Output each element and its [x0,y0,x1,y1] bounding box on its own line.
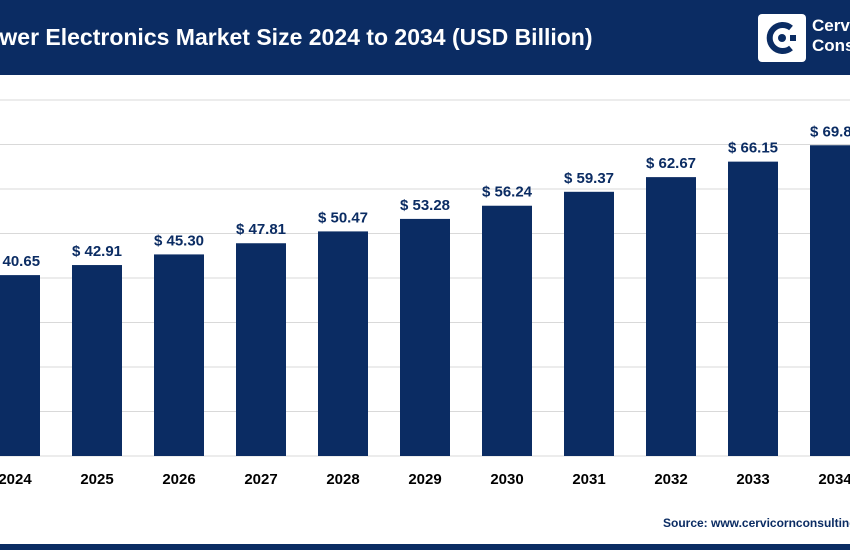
data-label-2032: $ 62.67 [646,155,696,172]
x-tick-2025: 2025 [80,471,113,488]
x-tick-2026: 2026 [162,471,195,488]
header-banner: Power Electronics Market Size 2024 to 20… [0,0,850,75]
data-label-2029: $ 53.28 [400,197,450,214]
data-label-2034: $ 69.83 [810,123,850,140]
bottom-rule [0,544,850,550]
bar-2029 [400,218,450,456]
data-label-2026: $ 45.30 [154,232,204,249]
data-label-2025: $ 42.91 [72,243,122,260]
bar-2028 [318,231,368,456]
bar-2030 [482,205,532,456]
cervicorn-logo-icon [758,14,806,62]
bar-2031 [564,191,614,456]
logo-wordmark: Cervicorn Consulting [812,16,850,56]
bar-2026 [154,254,204,456]
bar-2032 [646,177,696,456]
x-tick-2027: 2027 [244,471,277,488]
bar-chart: $ 40.65 $ 42.91 $ 45.30 $ 47.81 $ 50.47 $ 53.… [0,99,850,488]
x-tick-2032: 2032 [654,471,687,488]
x-tick-2024: 2024 [0,471,32,488]
bar-2024 [0,275,40,456]
x-tick-2034: 2034 [818,471,850,488]
bars [0,145,850,456]
bar-2033 [728,161,778,456]
data-label-2031: $ 59.37 [564,170,614,187]
data-label-2028: $ 50.47 [318,209,368,226]
logo-line-1: Cervicorn [812,16,850,35]
data-labels: $ 40.65 $ 42.91 $ 45.30 $ 47.81 $ 50.47 $ 53.… [0,123,850,270]
data-label-2030: $ 56.24 [482,184,533,201]
data-label-2027: $ 47.81 [236,221,286,238]
bar-2025 [72,265,122,456]
logo-line-2: Consulting [812,36,850,55]
data-label-2024: $ 40.65 [0,253,40,270]
bar-2034 [810,145,850,456]
data-label-2033: $ 66.15 [728,140,778,157]
x-tick-2033: 2033 [736,471,769,488]
source-note: Source: www.cervicornconsulting.com [663,516,850,530]
x-tick-2030: 2030 [490,471,523,488]
chart-title: Power Electronics Market Size 2024 to 20… [0,24,593,50]
x-tick-2028: 2028 [326,471,359,488]
x-tick-2031: 2031 [572,471,605,488]
x-tick-labels: 2024 2025 2026 2027 2028 2029 2030 2031 2032 2033… [0,471,850,488]
x-tick-2029: 2029 [408,471,441,488]
bar-2027 [236,243,286,456]
